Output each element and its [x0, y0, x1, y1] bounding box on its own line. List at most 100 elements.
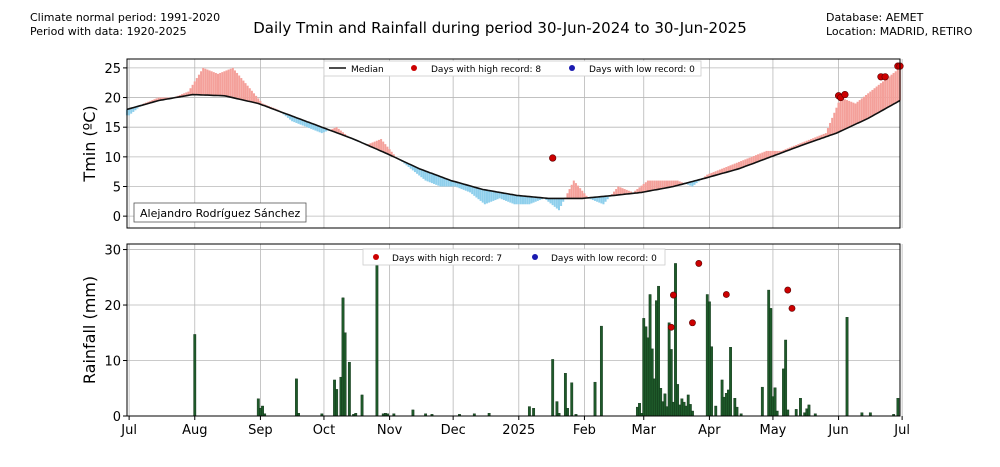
tmin-bar-below	[297, 118, 300, 124]
tmin-bar-below	[479, 188, 482, 201]
tmin-bar-above	[335, 127, 338, 133]
tmin-bar-above	[583, 193, 586, 199]
rain-high-record-marker	[689, 319, 696, 327]
tmin-bar-below	[471, 186, 474, 195]
tmin-bar-above	[714, 171, 717, 176]
tmin-bar-below	[430, 173, 433, 184]
tmin-bar-above	[780, 150, 783, 153]
tmin-bar-below	[477, 188, 480, 200]
tmin-bar-above	[615, 189, 618, 196]
tmin-bar-above	[862, 96, 865, 121]
tmin-bar-above	[255, 95, 258, 103]
tmin-bar-above	[839, 97, 842, 132]
tmin-bar-above	[875, 86, 878, 114]
tmin-bar-below	[456, 182, 459, 188]
tmin-bar-above	[733, 163, 736, 170]
tmin-bar-above	[829, 122, 832, 136]
rain-bar	[735, 406, 739, 417]
tmin-bar-above	[566, 193, 569, 199]
tmin-bar-below	[301, 120, 304, 126]
tmin-bar-below	[284, 113, 287, 117]
tmin-y-axis-label: Tmin (ºC)	[80, 105, 99, 182]
tmin-bar-below	[424, 171, 427, 181]
tmin-bar-above	[769, 150, 772, 157]
tmin-bar-below	[606, 195, 609, 200]
tmin-bar-above	[881, 81, 885, 110]
tmin-bar-below	[130, 108, 133, 114]
tmin-bar-above	[765, 150, 768, 159]
rain-bar	[570, 382, 574, 417]
tmin-bar-above	[214, 72, 217, 96]
legend-high-record-swatch	[411, 65, 417, 71]
tmin-bar-above	[217, 73, 220, 96]
tmin-bar-above	[725, 167, 728, 173]
tmin-bar-below	[128, 108, 131, 116]
tmin-bar-above	[202, 67, 205, 95]
tmin-bar-below	[452, 181, 455, 187]
tmin-bar-above	[879, 83, 882, 112]
tmin-bar-above	[773, 150, 777, 156]
tmin-bar-below	[420, 169, 423, 178]
tmin-bar-above	[147, 101, 150, 104]
tmin-bar-above	[803, 141, 806, 145]
tmin-bar-below	[687, 182, 690, 185]
tmin-bar-above	[621, 188, 624, 195]
tmin-bar-below	[411, 165, 414, 171]
tmin-bar-below	[524, 196, 527, 205]
legend-low-record-swatch	[569, 65, 575, 71]
tmin-bar-above	[867, 93, 870, 119]
tmin-bar-above	[344, 133, 347, 136]
tmin-bar-above	[826, 128, 829, 137]
tmin-bar-above	[809, 139, 813, 143]
rain-bar	[760, 386, 764, 417]
rain-bar	[775, 410, 779, 417]
tmin-bar-above	[661, 180, 664, 189]
tmin-bar-below	[538, 197, 541, 201]
tmin-bar-above	[742, 160, 745, 168]
tmin-bar-above	[678, 181, 681, 185]
tmin-bar-above	[155, 98, 158, 102]
tmin-bar-above	[706, 174, 709, 178]
tmin-bar-below	[460, 183, 463, 190]
tmin-bar-above	[680, 182, 683, 185]
tmin-bar-below	[600, 196, 603, 204]
tmin-bar-above	[577, 185, 580, 199]
tmin-bar-below	[441, 177, 444, 187]
tmin-bar-below	[320, 127, 323, 134]
tmin-bar-above	[860, 98, 863, 122]
tmin-bar-below	[475, 187, 478, 198]
tmin-bar-below	[314, 124, 317, 131]
tmin-bar-above	[820, 134, 823, 139]
tmin-bar-above	[229, 68, 232, 98]
legend-low-label: Days with low record: 0	[589, 65, 695, 75]
tmin-bar-below	[498, 192, 501, 199]
tmin-bar-above	[668, 180, 671, 188]
tmin-bar-above	[613, 191, 616, 196]
tmin-bar-below	[308, 122, 311, 129]
tmin-bar-above	[884, 79, 887, 109]
tmin-bar-below	[481, 189, 484, 203]
tmin-bar-above	[754, 155, 757, 163]
tmin-bar-above	[757, 154, 760, 162]
tmin-bar-above	[629, 191, 632, 194]
tmin-bar-above	[221, 72, 224, 96]
tmin-bar-below	[473, 187, 476, 196]
tmin-bar-above	[208, 70, 211, 96]
tmin-bar-above	[790, 146, 793, 149]
tmin-bar-above	[257, 98, 260, 104]
tmin-bar-above	[204, 68, 207, 96]
tmin-bar-above	[799, 143, 802, 146]
tmin-bar-above	[259, 100, 262, 105]
tmin-bar-below	[305, 121, 308, 128]
tmin-bar-above	[206, 69, 209, 96]
tmin-bar-below	[691, 181, 694, 187]
tmin-bar-below	[513, 195, 516, 205]
tmin-bar-above	[888, 76, 891, 107]
tmin-bar-below	[428, 172, 431, 183]
tmin-bar-above	[744, 159, 747, 167]
tmin-bar-above	[748, 157, 751, 165]
tmin-bar-above	[638, 187, 641, 193]
tmin-bar-below	[511, 194, 514, 204]
rain-bar	[807, 404, 811, 417]
x-tick-label: Mar	[631, 423, 656, 438]
